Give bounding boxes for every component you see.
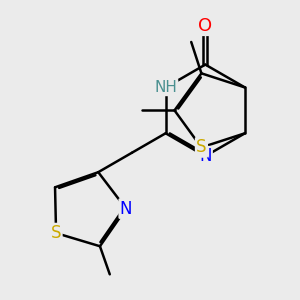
Text: O: O — [198, 17, 212, 35]
Text: N: N — [120, 200, 132, 217]
Text: S: S — [51, 224, 61, 242]
Text: NH: NH — [154, 80, 177, 95]
Text: N: N — [199, 147, 212, 165]
Text: S: S — [196, 138, 207, 156]
